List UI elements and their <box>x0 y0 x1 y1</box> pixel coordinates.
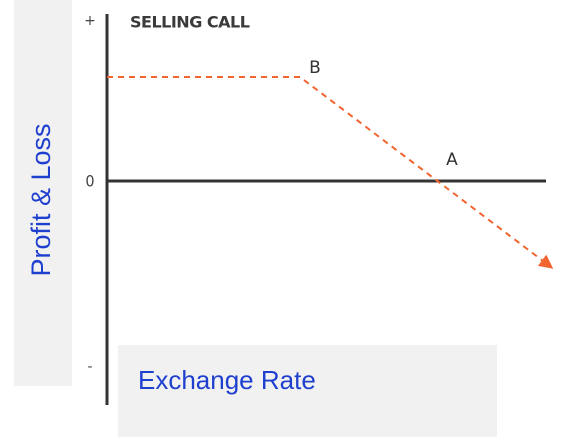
chart-title: SELLING CALL <box>130 13 250 32</box>
point-a-label: A <box>446 150 458 170</box>
y-label-box <box>14 0 72 386</box>
x-axis-label: Exchange Rate <box>138 365 316 395</box>
y-marker-zero: 0 <box>85 172 94 191</box>
payoff-line <box>107 76 554 269</box>
y-marker-plus: + <box>84 13 96 29</box>
y-marker-minus: - <box>87 359 92 375</box>
point-b-label: B <box>309 58 321 78</box>
x-label-box <box>118 345 497 437</box>
y-axis-label: Profit & Loss <box>26 123 56 276</box>
